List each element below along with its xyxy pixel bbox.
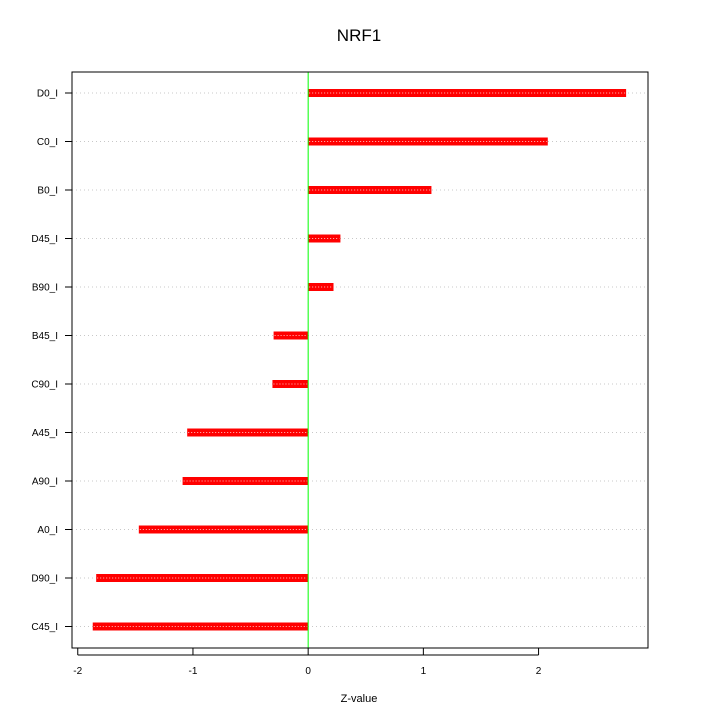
y-tick-label: B45_I (32, 331, 58, 342)
bars (92, 89, 627, 631)
bar (273, 331, 309, 340)
grid-lines (72, 92, 648, 627)
bar (182, 477, 309, 485)
y-tick-label: A90_I (32, 477, 58, 488)
y-axis: D0_I C0_I B0_I D45_I B90_I B45_I C90_I A45_I A90… (31, 89, 72, 633)
x-axis: -2 -1 0 1 2 (73, 648, 542, 677)
y-tick-label: D90_I (31, 574, 58, 585)
x-tick-label: -1 (189, 666, 198, 677)
bar (92, 622, 309, 631)
y-tick-label: C45_I (31, 622, 58, 633)
bar (138, 525, 309, 534)
y-tick-label: A45_I (32, 428, 58, 439)
y-tick-label: C0_I (37, 137, 58, 148)
bar (308, 283, 334, 291)
x-tick-label: 1 (421, 666, 427, 677)
x-tick-label: -2 (73, 666, 82, 677)
y-tick-label: A0_I (37, 525, 58, 536)
y-tick-label: B90_I (32, 283, 58, 294)
y-tick-label: B0_I (37, 186, 58, 197)
bar (272, 380, 309, 388)
plot-frame (71, 71, 649, 649)
y-tick-label: D0_I (37, 89, 58, 100)
x-tick-label: 2 (536, 666, 542, 677)
y-tick-label: D45_I (31, 234, 58, 245)
bar (96, 574, 309, 582)
bar (308, 89, 627, 97)
bar (187, 428, 309, 437)
chart-title: NRF1 (337, 26, 381, 45)
x-tick-label: 0 (305, 666, 311, 677)
bar (308, 137, 548, 146)
x-axis-label: Z-value (341, 693, 378, 705)
y-tick-label: C90_I (31, 380, 58, 391)
